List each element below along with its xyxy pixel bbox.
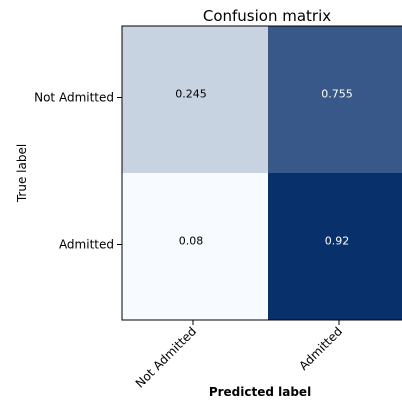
x-tick-label-0: Not Admitted (133, 324, 199, 390)
heatmap-cell-r1-c1 (268, 173, 402, 320)
cell-value-label-r0-c0: 0.245 (175, 88, 207, 101)
plot-frame (121, 25, 402, 321)
chart-title: Confusion matrix (203, 7, 331, 25)
y-axis-label: True label (15, 144, 29, 203)
y-axis-ticks: Not Admitted Admitted (34, 91, 122, 252)
heatmap-cell-r0-c0 (122, 26, 268, 173)
heatmap-cell-r1-c0 (122, 173, 268, 320)
cell-value-label-r1-c0: 0.08 (179, 235, 204, 248)
x-axis-label: Predicted label (209, 385, 311, 399)
heatmap-cell-r0-c1 (268, 26, 402, 173)
cell-value-label-r1-c1: 0.92 (325, 235, 350, 248)
heatmap-cells: 0.245 0.755 0.08 0.92 (122, 26, 402, 320)
y-tick-label-0: Not Admitted (34, 91, 114, 105)
y-tick-label-1: Admitted (59, 238, 114, 252)
x-tick-label-1: Admitted (296, 324, 345, 373)
x-axis-ticks: Not Admitted Admitted (133, 320, 345, 391)
cell-value-label-r0-c1: 0.755 (321, 88, 353, 101)
